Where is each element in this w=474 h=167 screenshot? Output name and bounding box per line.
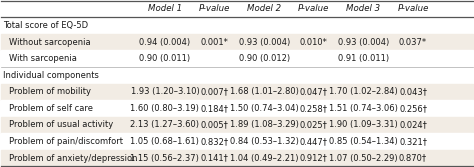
Text: Problem of self care: Problem of self care — [9, 104, 93, 113]
Text: 1.51 (0.74–3.06): 1.51 (0.74–3.06) — [329, 104, 398, 113]
Text: 0.321†: 0.321† — [399, 137, 427, 146]
Text: 1.50 (0.74–3.04): 1.50 (0.74–3.04) — [230, 104, 299, 113]
Text: 0.447†: 0.447† — [300, 137, 328, 146]
Text: Without sarcopenia: Without sarcopenia — [9, 38, 91, 47]
Text: P-value: P-value — [397, 5, 429, 14]
Text: 1.90 (1.09–3.31): 1.90 (1.09–3.31) — [329, 120, 398, 129]
Text: 2.13 (1.27–3.60): 2.13 (1.27–3.60) — [130, 120, 200, 129]
Bar — [0, 17, 474, 34]
Text: Total score of EQ-5D: Total score of EQ-5D — [3, 21, 88, 30]
Text: With sarcopenia: With sarcopenia — [9, 54, 77, 63]
Bar — [0, 34, 474, 50]
Bar — [0, 150, 474, 166]
Text: 1.68 (1.01–2.80): 1.68 (1.01–2.80) — [230, 87, 299, 96]
Text: 0.912†: 0.912† — [300, 153, 328, 162]
Bar — [0, 67, 474, 84]
Text: P-value: P-value — [199, 5, 230, 14]
Text: Problem of mobility: Problem of mobility — [9, 87, 91, 96]
Text: 0.007†: 0.007† — [201, 87, 228, 96]
Text: 0.94 (0.004): 0.94 (0.004) — [139, 38, 191, 47]
Text: 1.93 (1.20–3.10): 1.93 (1.20–3.10) — [130, 87, 199, 96]
Text: 0.005†: 0.005† — [201, 120, 228, 129]
Text: 0.93 (0.004): 0.93 (0.004) — [238, 38, 290, 47]
Text: 0.90 (0.012): 0.90 (0.012) — [238, 54, 290, 63]
Text: Model 1: Model 1 — [148, 5, 182, 14]
Bar — [0, 117, 474, 133]
Text: 1.70 (1.02–2.84): 1.70 (1.02–2.84) — [329, 87, 398, 96]
Text: 0.043†: 0.043† — [399, 87, 427, 96]
Text: 1.05 (0.68–1.61): 1.05 (0.68–1.61) — [130, 137, 200, 146]
Text: 0.90 (0.011): 0.90 (0.011) — [139, 54, 191, 63]
Text: Model 2: Model 2 — [247, 5, 281, 14]
Text: 1.89 (1.08–3.29): 1.89 (1.08–3.29) — [230, 120, 299, 129]
Text: 0.832†: 0.832† — [201, 137, 228, 146]
Text: 0.025†: 0.025† — [300, 120, 328, 129]
Text: 0.024†: 0.024† — [399, 120, 427, 129]
Bar — [0, 1, 474, 17]
Bar — [0, 50, 474, 67]
Text: Model 3: Model 3 — [346, 5, 381, 14]
Text: 1.04 (0.49–2.21): 1.04 (0.49–2.21) — [230, 153, 299, 162]
Text: 0.91 (0.011): 0.91 (0.011) — [338, 54, 389, 63]
Text: 0.141†: 0.141† — [201, 153, 228, 162]
Bar — [0, 133, 474, 150]
Text: 1.07 (0.50–2.29): 1.07 (0.50–2.29) — [329, 153, 398, 162]
Text: 0.870†: 0.870† — [399, 153, 427, 162]
Bar — [0, 100, 474, 117]
Text: 0.256†: 0.256† — [399, 104, 427, 113]
Text: 0.258†: 0.258† — [300, 104, 328, 113]
Bar — [0, 84, 474, 100]
Text: 0.93 (0.004): 0.93 (0.004) — [338, 38, 389, 47]
Text: 0.184†: 0.184† — [201, 104, 228, 113]
Text: P-value: P-value — [298, 5, 329, 14]
Text: 0.037*: 0.037* — [399, 38, 427, 47]
Text: 1.60 (0.80–3.19): 1.60 (0.80–3.19) — [130, 104, 200, 113]
Text: 1.15 (0.56–2.37): 1.15 (0.56–2.37) — [130, 153, 200, 162]
Text: 0.001*: 0.001* — [201, 38, 228, 47]
Text: 0.84 (0.53–1.32): 0.84 (0.53–1.32) — [230, 137, 299, 146]
Text: Problem of anxiety/depression: Problem of anxiety/depression — [9, 153, 138, 162]
Text: 0.85 (0.54–1.34): 0.85 (0.54–1.34) — [329, 137, 398, 146]
Text: 0.010*: 0.010* — [300, 38, 328, 47]
Text: Problem of pain/discomfort: Problem of pain/discomfort — [9, 137, 123, 146]
Text: Individual components: Individual components — [3, 71, 99, 80]
Text: 0.047†: 0.047† — [300, 87, 328, 96]
Text: Problem of usual activity: Problem of usual activity — [9, 120, 113, 129]
